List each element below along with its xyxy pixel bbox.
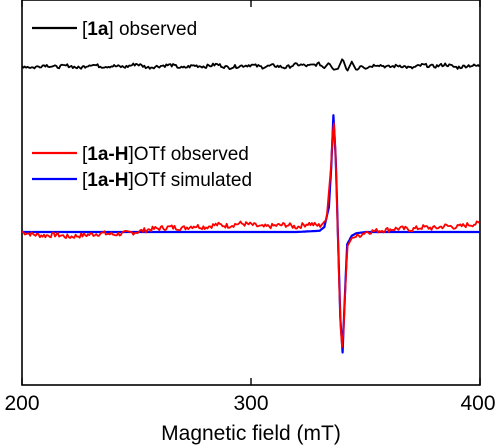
legend-suffix-top: ] observed [108,19,197,40]
legend-label-simulated: [1a-H]OTf simulated [82,170,252,191]
x-axis-label: Magnetic field (mT) [161,422,341,445]
legend-prefix-simulated: [ [82,170,88,191]
series-line-top [21,58,481,72]
series-line-simulated [22,114,480,354]
traces-group [21,58,481,354]
legend-top: [1a] observed [32,19,197,40]
x-tick-label-400: 400 [460,392,495,415]
x-ticks-group: 200 300 400 [4,0,496,415]
legend-suffix-observed: ]OTf observed [128,144,248,165]
legend-suffix-simulated: ]OTf simulated [128,170,252,191]
legend-label-top: [1a] observed [82,19,197,40]
legend-bold-simulated: 1a-H [87,170,128,191]
legend-label-observed: [1a-H]OTf observed [82,144,249,165]
series-line-observed [22,122,481,348]
plot-frame [21,0,481,386]
legend-simulated: [1a-H]OTf simulated [32,170,252,191]
x-tick-label-200: 200 [4,392,39,415]
legend-prefix-observed: [ [82,144,88,165]
legend-prefix-top: [ [82,19,88,40]
legend-observed: [1a-H]OTf observed [32,144,249,165]
legend-bold-observed: 1a-H [87,144,128,165]
x-tick-label-300: 300 [233,392,268,415]
legend-bold-top: 1a [87,19,109,40]
